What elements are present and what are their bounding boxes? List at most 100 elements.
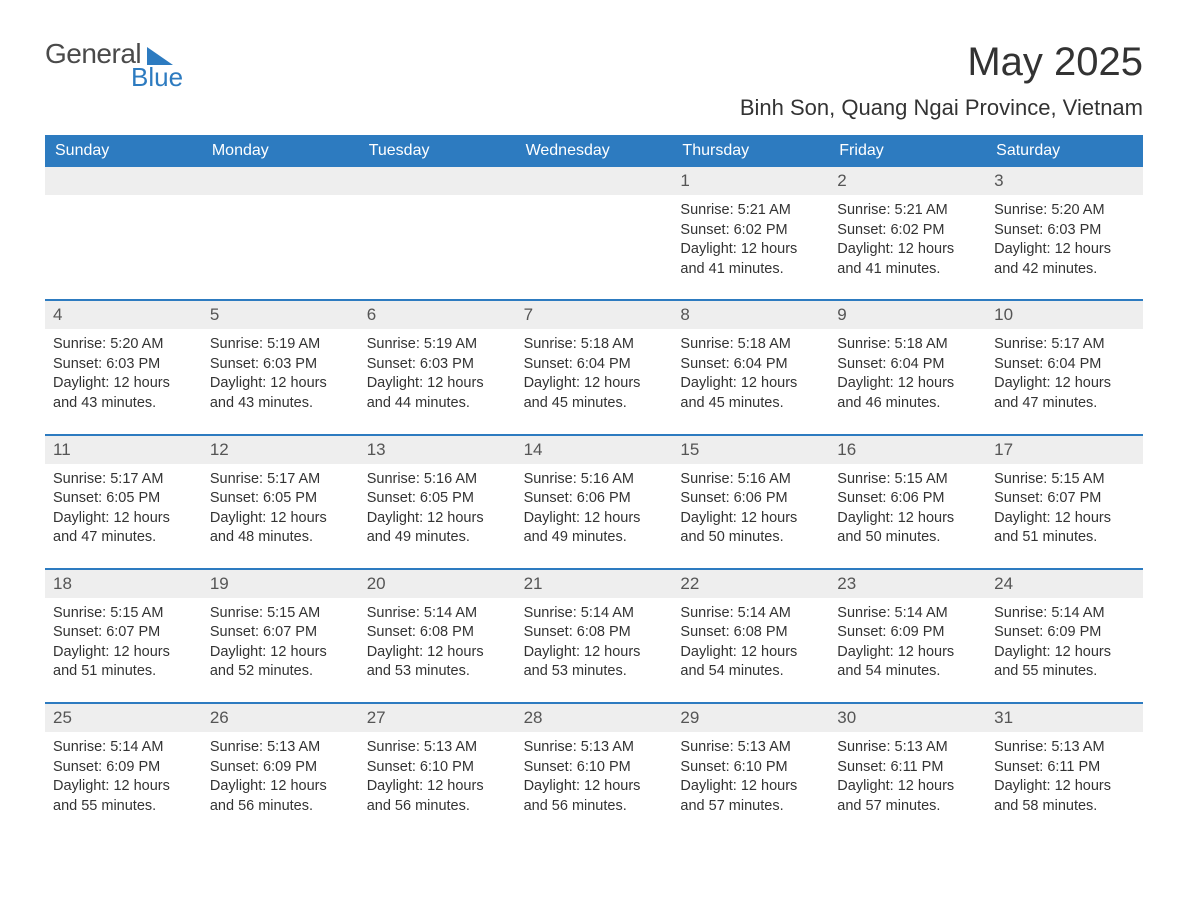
day-content: Sunrise: 5:14 AMSunset: 6:08 PMDaylight:… xyxy=(516,598,673,702)
sunset-text: Sunset: 6:09 PM xyxy=(994,623,1135,643)
calendar-week: 123Sunrise: 5:21 AMSunset: 6:02 PMDaylig… xyxy=(45,167,1143,299)
day-number: 7 xyxy=(516,301,673,329)
sunrise-text: Sunrise: 5:14 AM xyxy=(680,604,821,624)
weekday-header: Wednesday xyxy=(516,135,673,167)
day-content: Sunrise: 5:18 AMSunset: 6:04 PMDaylight:… xyxy=(672,329,829,433)
day-content: Sunrise: 5:17 AMSunset: 6:04 PMDaylight:… xyxy=(986,329,1143,433)
day-content: Sunrise: 5:14 AMSunset: 6:08 PMDaylight:… xyxy=(672,598,829,702)
day-number: 23 xyxy=(829,570,986,598)
sunset-text: Sunset: 6:07 PM xyxy=(210,623,351,643)
sunset-text: Sunset: 6:06 PM xyxy=(524,489,665,509)
sunrise-text: Sunrise: 5:19 AM xyxy=(210,335,351,355)
day-content: Sunrise: 5:20 AMSunset: 6:03 PMDaylight:… xyxy=(986,195,1143,299)
day-content: Sunrise: 5:21 AMSunset: 6:02 PMDaylight:… xyxy=(829,195,986,299)
day-content: Sunrise: 5:14 AMSunset: 6:09 PMDaylight:… xyxy=(986,598,1143,702)
day-content: Sunrise: 5:16 AMSunset: 6:05 PMDaylight:… xyxy=(359,464,516,568)
day-content: Sunrise: 5:13 AMSunset: 6:09 PMDaylight:… xyxy=(202,732,359,836)
day-number xyxy=(45,167,202,195)
sunrise-text: Sunrise: 5:17 AM xyxy=(53,470,194,490)
day-content: Sunrise: 5:16 AMSunset: 6:06 PMDaylight:… xyxy=(672,464,829,568)
day-content: Sunrise: 5:14 AMSunset: 6:08 PMDaylight:… xyxy=(359,598,516,702)
day-content: Sunrise: 5:17 AMSunset: 6:05 PMDaylight:… xyxy=(202,464,359,568)
day-number: 5 xyxy=(202,301,359,329)
day-content xyxy=(516,195,673,299)
sunrise-text: Sunrise: 5:13 AM xyxy=(837,738,978,758)
day-number xyxy=(202,167,359,195)
day-number: 12 xyxy=(202,436,359,464)
day-content: Sunrise: 5:15 AMSunset: 6:07 PMDaylight:… xyxy=(202,598,359,702)
daylight-text: Daylight: 12 hours and 57 minutes. xyxy=(837,777,978,816)
sunrise-text: Sunrise: 5:18 AM xyxy=(524,335,665,355)
sunset-text: Sunset: 6:03 PM xyxy=(994,221,1135,241)
daylight-text: Daylight: 12 hours and 46 minutes. xyxy=(837,374,978,413)
sunset-text: Sunset: 6:08 PM xyxy=(367,623,508,643)
sunrise-text: Sunrise: 5:18 AM xyxy=(680,335,821,355)
calendar-week: 45678910Sunrise: 5:20 AMSunset: 6:03 PMD… xyxy=(45,299,1143,433)
sunrise-text: Sunrise: 5:13 AM xyxy=(994,738,1135,758)
day-number: 14 xyxy=(516,436,673,464)
day-number: 26 xyxy=(202,704,359,732)
sunrise-text: Sunrise: 5:13 AM xyxy=(210,738,351,758)
day-content: Sunrise: 5:13 AMSunset: 6:11 PMDaylight:… xyxy=(986,732,1143,836)
weekday-header: Sunday xyxy=(45,135,202,167)
sunset-text: Sunset: 6:02 PM xyxy=(680,221,821,241)
day-number: 9 xyxy=(829,301,986,329)
day-content: Sunrise: 5:15 AMSunset: 6:07 PMDaylight:… xyxy=(45,598,202,702)
calendar-week: 11121314151617Sunrise: 5:17 AMSunset: 6:… xyxy=(45,434,1143,568)
sunset-text: Sunset: 6:11 PM xyxy=(837,758,978,778)
sunset-text: Sunset: 6:04 PM xyxy=(994,355,1135,375)
day-number: 30 xyxy=(829,704,986,732)
sunrise-text: Sunrise: 5:17 AM xyxy=(210,470,351,490)
day-number: 19 xyxy=(202,570,359,598)
sunset-text: Sunset: 6:10 PM xyxy=(367,758,508,778)
day-number: 15 xyxy=(672,436,829,464)
day-number: 1 xyxy=(672,167,829,195)
calendar: SundayMondayTuesdayWednesdayThursdayFrid… xyxy=(45,135,1143,836)
sunset-text: Sunset: 6:03 PM xyxy=(210,355,351,375)
sunset-text: Sunset: 6:08 PM xyxy=(524,623,665,643)
day-number: 31 xyxy=(986,704,1143,732)
day-number: 22 xyxy=(672,570,829,598)
day-content: Sunrise: 5:14 AMSunset: 6:09 PMDaylight:… xyxy=(45,732,202,836)
sunset-text: Sunset: 6:05 PM xyxy=(367,489,508,509)
daylight-text: Daylight: 12 hours and 44 minutes. xyxy=(367,374,508,413)
day-content: Sunrise: 5:13 AMSunset: 6:10 PMDaylight:… xyxy=(672,732,829,836)
daylight-text: Daylight: 12 hours and 56 minutes. xyxy=(210,777,351,816)
sunrise-text: Sunrise: 5:15 AM xyxy=(994,470,1135,490)
weekday-header: Friday xyxy=(829,135,986,167)
day-content: Sunrise: 5:15 AMSunset: 6:07 PMDaylight:… xyxy=(986,464,1143,568)
daylight-text: Daylight: 12 hours and 50 minutes. xyxy=(680,509,821,548)
sunset-text: Sunset: 6:09 PM xyxy=(837,623,978,643)
sunset-text: Sunset: 6:05 PM xyxy=(210,489,351,509)
day-number: 17 xyxy=(986,436,1143,464)
day-content: Sunrise: 5:18 AMSunset: 6:04 PMDaylight:… xyxy=(516,329,673,433)
daylight-text: Daylight: 12 hours and 42 minutes. xyxy=(994,240,1135,279)
sunrise-text: Sunrise: 5:20 AM xyxy=(994,201,1135,221)
day-content: Sunrise: 5:19 AMSunset: 6:03 PMDaylight:… xyxy=(202,329,359,433)
day-number: 4 xyxy=(45,301,202,329)
sunset-text: Sunset: 6:09 PM xyxy=(210,758,351,778)
day-number: 6 xyxy=(359,301,516,329)
sunrise-text: Sunrise: 5:14 AM xyxy=(524,604,665,624)
day-number: 8 xyxy=(672,301,829,329)
daylight-text: Daylight: 12 hours and 51 minutes. xyxy=(53,643,194,682)
sunrise-text: Sunrise: 5:16 AM xyxy=(524,470,665,490)
sunset-text: Sunset: 6:10 PM xyxy=(524,758,665,778)
daylight-text: Daylight: 12 hours and 58 minutes. xyxy=(994,777,1135,816)
sunrise-text: Sunrise: 5:21 AM xyxy=(680,201,821,221)
weekday-header: Monday xyxy=(202,135,359,167)
daylight-text: Daylight: 12 hours and 41 minutes. xyxy=(680,240,821,279)
sunset-text: Sunset: 6:06 PM xyxy=(680,489,821,509)
sunrise-text: Sunrise: 5:14 AM xyxy=(994,604,1135,624)
daylight-text: Daylight: 12 hours and 55 minutes. xyxy=(53,777,194,816)
sunset-text: Sunset: 6:04 PM xyxy=(524,355,665,375)
sunset-text: Sunset: 6:05 PM xyxy=(53,489,194,509)
day-content: Sunrise: 5:16 AMSunset: 6:06 PMDaylight:… xyxy=(516,464,673,568)
daylight-text: Daylight: 12 hours and 47 minutes. xyxy=(994,374,1135,413)
day-content: Sunrise: 5:13 AMSunset: 6:10 PMDaylight:… xyxy=(516,732,673,836)
logo: General Blue xyxy=(45,40,183,90)
day-number: 3 xyxy=(986,167,1143,195)
sunset-text: Sunset: 6:04 PM xyxy=(680,355,821,375)
sunset-text: Sunset: 6:03 PM xyxy=(53,355,194,375)
logo-text-general: General xyxy=(45,40,141,68)
